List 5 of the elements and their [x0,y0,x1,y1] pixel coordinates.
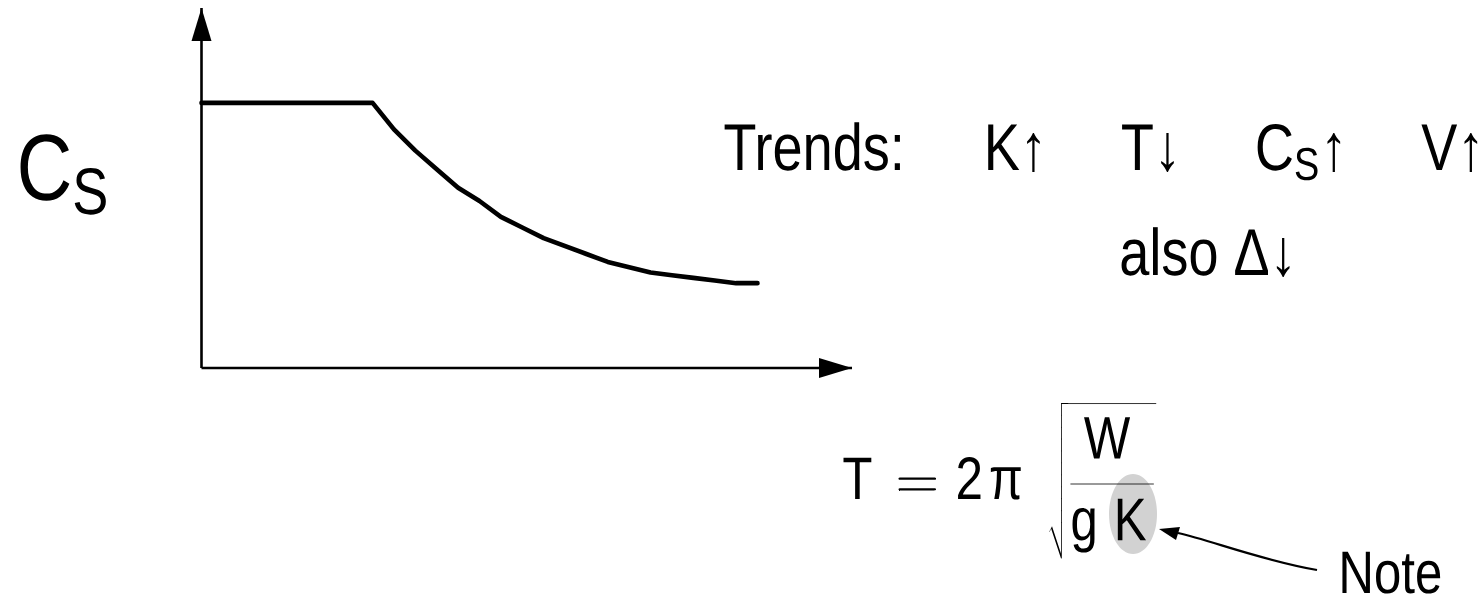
annotation: Trends: K↑ T↓ C$_{S}$↑ V↑ [724,122,1478,181]
text: Note [1342,551,1441,594]
y-axis-title: C$_{S}$ [20,134,106,215]
text: also Δ↓ [1121,227,1290,277]
text: $\mathrm{T} = \mathrm{2π}\;\sqrt{\frac{\mathrm{W}}{\mathrm{g\,K}}}$ [843,403,1157,559]
